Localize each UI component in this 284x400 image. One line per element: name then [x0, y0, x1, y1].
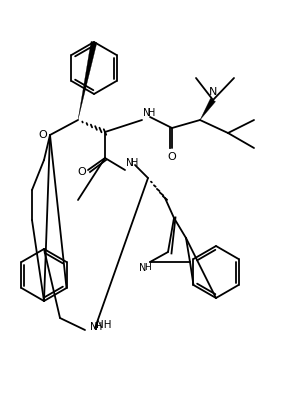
Text: H: H [95, 322, 102, 332]
Text: H: H [144, 264, 151, 272]
Text: O: O [168, 152, 176, 162]
Text: N: N [139, 263, 146, 273]
Polygon shape [78, 41, 97, 120]
Polygon shape [200, 98, 216, 120]
Text: N: N [126, 158, 133, 168]
Text: H: H [131, 158, 138, 168]
Text: O: O [78, 167, 86, 177]
Text: N: N [90, 322, 97, 332]
Text: N: N [143, 108, 150, 118]
Text: NH: NH [96, 320, 112, 330]
Text: H: H [148, 108, 155, 118]
Text: N: N [209, 87, 217, 97]
Text: O: O [39, 130, 47, 140]
